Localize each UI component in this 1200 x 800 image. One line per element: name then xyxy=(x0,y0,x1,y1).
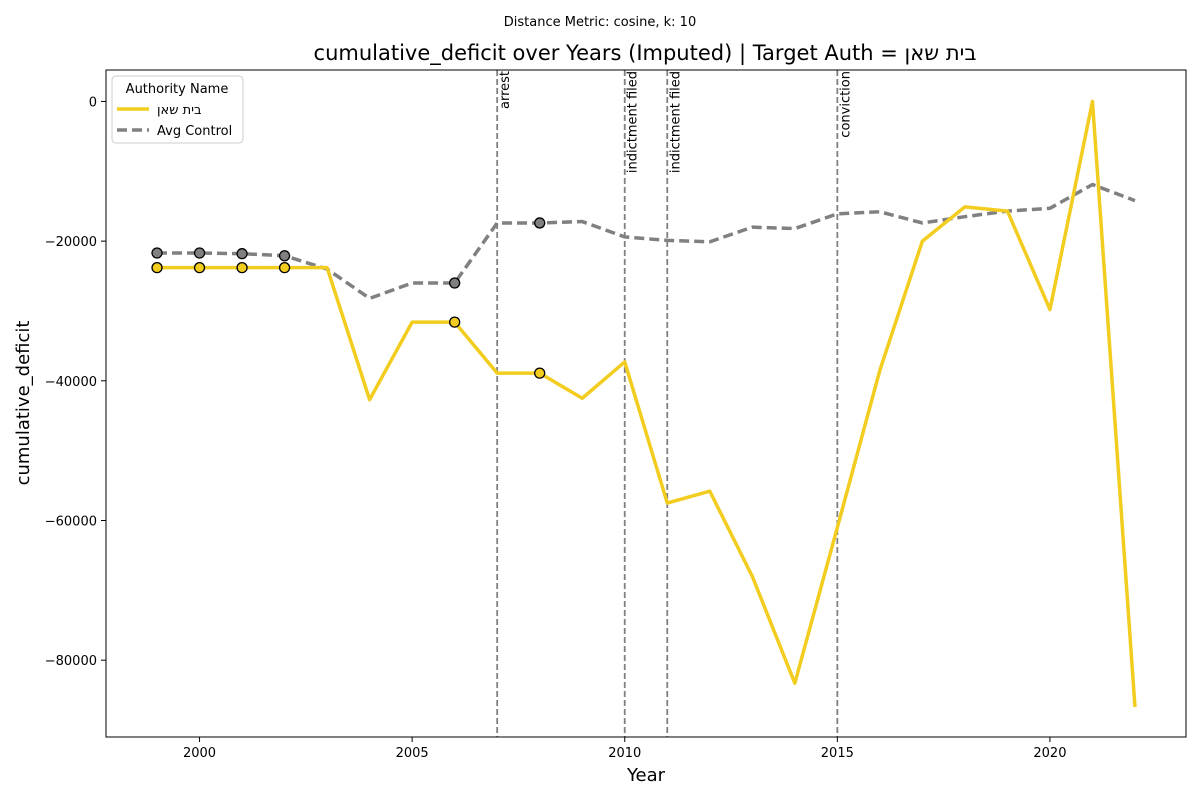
control-series-line xyxy=(157,182,1136,301)
x-axis: 2000 2005 2010 2015 2020 xyxy=(183,737,1066,761)
x-axis-label: Year xyxy=(626,765,666,786)
event-label: indictment filed xyxy=(626,71,641,173)
x-tick-label: 2010 xyxy=(608,746,641,761)
chart-suptitle: Distance Metric: cosine, k: 10 xyxy=(504,15,696,30)
legend-label-control: Avg Control xyxy=(157,124,232,139)
x-tick-label: 2005 xyxy=(396,746,429,761)
event-label: indictment filed xyxy=(668,71,683,173)
y-tick-label: −80000 xyxy=(45,654,97,669)
imputed-point xyxy=(236,248,248,260)
y-tick-label: −60000 xyxy=(45,514,97,529)
y-tick-label: 0 xyxy=(89,95,97,110)
event-lines: arrest indictment filed indictment filed co… xyxy=(496,70,853,737)
y-tick-label: −40000 xyxy=(45,375,97,390)
imputed-point xyxy=(449,316,461,328)
imputed-point xyxy=(534,367,546,379)
y-axis: 0 −20000 −40000 −60000 −80000 xyxy=(45,95,106,669)
plot-frame xyxy=(105,69,1187,738)
y-tick-label: −20000 xyxy=(45,235,97,250)
x-tick-label: 2020 xyxy=(1033,746,1066,761)
chart-title: cumulative_deficit over Years (Imputed) … xyxy=(314,41,977,66)
imputed-point xyxy=(236,262,248,274)
target-series-line xyxy=(157,99,1137,708)
event-label: arrest xyxy=(498,71,513,109)
legend-label-target: בית שאן xyxy=(157,103,202,118)
imputed-markers xyxy=(151,217,546,379)
imputed-point xyxy=(534,217,546,229)
series-lines xyxy=(157,99,1137,708)
imputed-point xyxy=(151,262,163,274)
legend: Authority Name בית שאן Avg Control xyxy=(111,75,244,144)
imputed-point xyxy=(193,247,206,259)
imputed-point xyxy=(449,277,461,289)
imputed-point xyxy=(278,250,291,262)
event-label: conviction xyxy=(838,71,853,138)
x-tick-label: 2015 xyxy=(821,746,854,761)
imputed-point xyxy=(151,247,163,259)
y-axis-label: cumulative_deficit xyxy=(13,321,34,486)
legend-box xyxy=(111,75,244,144)
imputed-point xyxy=(278,262,291,274)
legend-title: Authority Name xyxy=(126,82,229,97)
x-tick-label: 2000 xyxy=(183,746,216,761)
imputed-point xyxy=(193,262,206,274)
